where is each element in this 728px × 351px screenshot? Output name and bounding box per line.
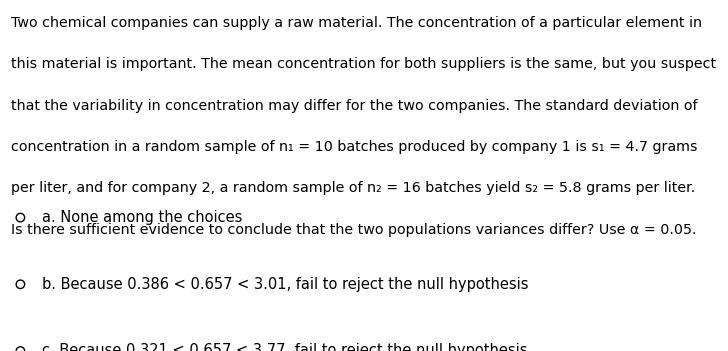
Text: that the variability in concentration may differ for the two companies. The stan: that the variability in concentration ma… xyxy=(11,99,697,113)
Text: this material is important. The mean concentration for both suppliers is the sam: this material is important. The mean con… xyxy=(11,57,716,71)
Text: a. None among the choices: a. None among the choices xyxy=(42,210,242,225)
Text: c. Because 0.321 < 0.657 < 3.77, fail to reject the null hypothesis: c. Because 0.321 < 0.657 < 3.77, fail to… xyxy=(42,344,528,351)
Text: Is there sufficient evidence to conclude that the two populations variances diff: Is there sufficient evidence to conclude… xyxy=(11,223,697,237)
Text: concentration in a random sample of n₁ = 10 batches produced by company 1 is s₁ : concentration in a random sample of n₁ =… xyxy=(11,140,697,154)
Text: per liter, and for company 2, a random sample of n₂ = 16 batches yield s₂ = 5.8 : per liter, and for company 2, a random s… xyxy=(11,181,695,196)
Text: Two chemical companies can supply a raw material. The concentration of a particu: Two chemical companies can supply a raw … xyxy=(11,16,702,30)
Text: b. Because 0.386 < 0.657 < 3.01, fail to reject the null hypothesis: b. Because 0.386 < 0.657 < 3.01, fail to… xyxy=(42,277,529,292)
